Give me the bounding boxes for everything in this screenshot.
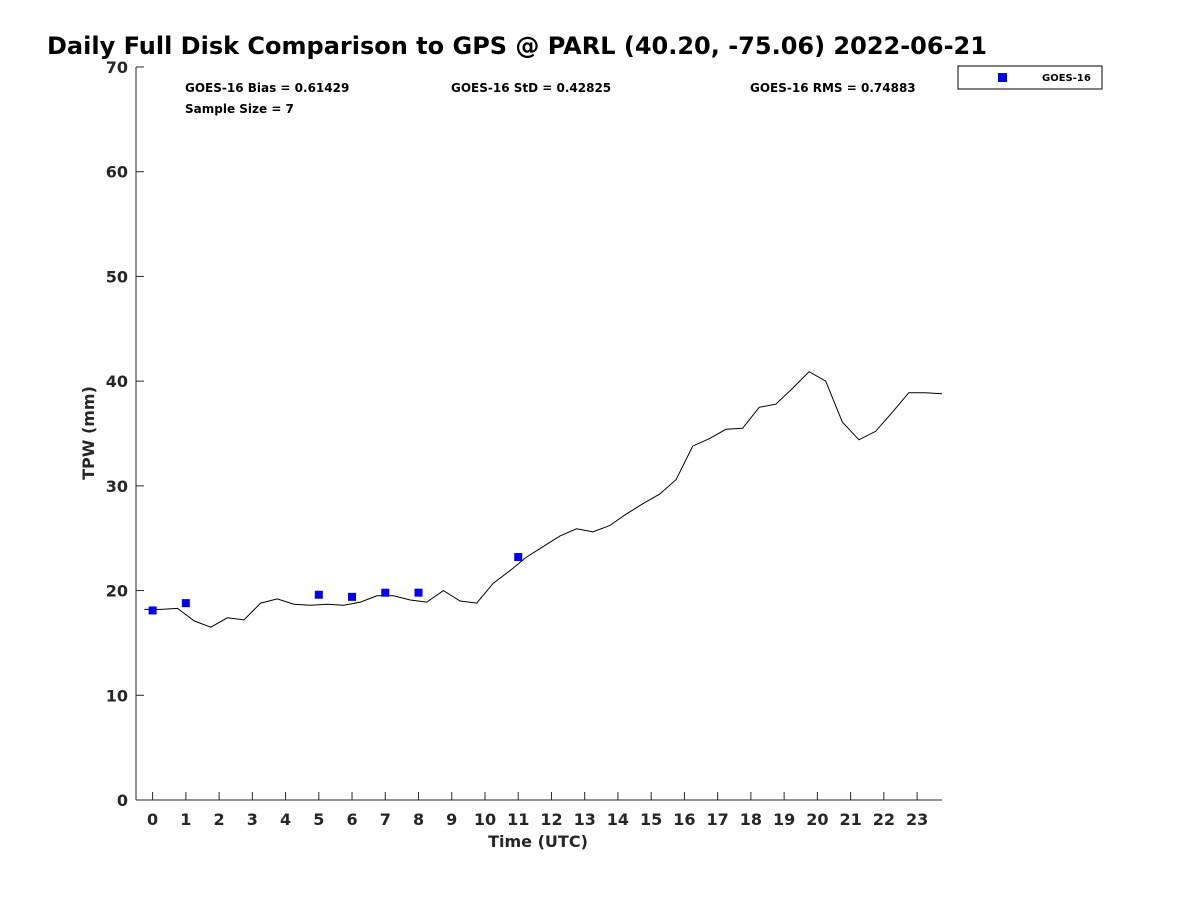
goes16-point — [181, 599, 190, 608]
x-tick-label: 16 — [673, 810, 695, 829]
x-tick-label: 5 — [313, 810, 324, 829]
chart-title: Daily Full Disk Comparison to GPS @ PARL… — [47, 32, 987, 60]
y-tick-label: 20 — [106, 582, 128, 601]
x-tick-label: 23 — [906, 810, 928, 829]
goes16-point — [314, 590, 323, 599]
x-tick-label: 22 — [873, 810, 895, 829]
x-tick-label: 19 — [773, 810, 795, 829]
y-tick-label: 0 — [117, 791, 128, 810]
x-tick-label: 14 — [607, 810, 629, 829]
y-tick-label: 60 — [106, 163, 128, 182]
axes — [135, 67, 942, 801]
std-stat: GOES-16 StD = 0.42825 — [451, 81, 611, 95]
x-tick-label: 18 — [740, 810, 762, 829]
x-tick-label: 8 — [413, 810, 424, 829]
y-tick-label: 30 — [106, 477, 128, 496]
x-tick-label: 21 — [839, 810, 861, 829]
goes16-point — [514, 553, 523, 562]
plot-area — [144, 371, 943, 628]
legend: GOES-16 — [957, 65, 1103, 90]
gps-tpw-line — [144, 371, 943, 628]
y-tick-label: 50 — [106, 267, 128, 286]
sample-size-stat: Sample Size = 7 — [185, 102, 294, 116]
x-tick-label: 1 — [180, 810, 191, 829]
y-axis-label: TPW (mm) — [79, 386, 98, 480]
goes16-point — [381, 588, 390, 597]
goes16-point — [414, 588, 423, 597]
x-tick-label: 12 — [540, 810, 562, 829]
x-tick-label: 13 — [574, 810, 596, 829]
y-tick-label: 10 — [106, 686, 128, 705]
goes16-point — [348, 592, 357, 601]
x-tick-label: 0 — [147, 810, 158, 829]
goes16-point — [148, 606, 157, 615]
x-tick-label: 17 — [707, 810, 729, 829]
x-tick-label: 2 — [214, 810, 225, 829]
x-ticks: 0 1 2 3 4 5 6 7 8 9 10 11 12 13 14 15 16 17 18 19 20 21 22 23 — [147, 792, 928, 829]
legend-marker — [998, 73, 1007, 82]
x-tick-label: 9 — [446, 810, 457, 829]
legend-label: GOES-16 — [1042, 73, 1091, 84]
x-tick-label: 20 — [806, 810, 828, 829]
x-tick-label: 7 — [380, 810, 391, 829]
x-tick-label: 4 — [280, 810, 291, 829]
x-tick-label: 15 — [640, 810, 662, 829]
y-tick-label: 70 — [106, 58, 128, 77]
x-tick-label: 10 — [474, 810, 496, 829]
x-tick-label: 6 — [346, 810, 357, 829]
legend-box — [957, 65, 1103, 90]
x-tick-label: 11 — [507, 810, 529, 829]
x-axis-label: Time (UTC) — [488, 832, 588, 851]
bias-stat: GOES-16 Bias = 0.61429 — [185, 81, 349, 95]
y-ticks: 0 10 20 30 40 50 60 70 — [106, 58, 144, 810]
rms-stat: GOES-16 RMS = 0.74883 — [750, 81, 916, 95]
x-tick-label: 3 — [247, 810, 258, 829]
y-tick-label: 40 — [106, 372, 128, 391]
